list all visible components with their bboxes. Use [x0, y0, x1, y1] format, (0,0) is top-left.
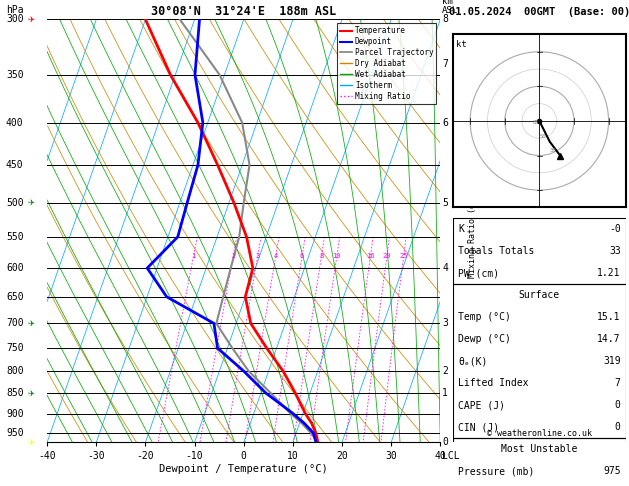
Text: 7: 7 [615, 378, 621, 388]
Text: 1: 1 [442, 388, 448, 398]
Text: 20: 20 [382, 253, 391, 259]
Text: CIN (J): CIN (J) [458, 422, 499, 432]
Text: 300: 300 [6, 15, 24, 24]
Text: 6: 6 [300, 253, 304, 259]
Text: 8: 8 [320, 253, 323, 259]
Text: -0: -0 [609, 224, 621, 234]
Text: 600: 600 [6, 263, 24, 273]
Text: ✈: ✈ [28, 15, 35, 24]
Text: 16: 16 [366, 253, 375, 259]
Text: 85: 85 [533, 121, 539, 125]
Text: 4: 4 [442, 263, 448, 273]
Text: Mixing Ratio (g/kg): Mixing Ratio (g/kg) [468, 183, 477, 278]
Text: 50: 50 [540, 134, 546, 139]
Text: 10: 10 [333, 253, 341, 259]
Text: 950: 950 [6, 428, 24, 438]
Text: 1.21: 1.21 [597, 268, 621, 278]
X-axis label: Dewpoint / Temperature (°C): Dewpoint / Temperature (°C) [159, 464, 328, 474]
Text: 8: 8 [442, 15, 448, 24]
Text: ✈: ✈ [28, 198, 35, 207]
Text: 900: 900 [6, 409, 24, 418]
Text: 7: 7 [442, 59, 448, 69]
Text: 1: 1 [191, 253, 196, 259]
Text: LCL: LCL [442, 451, 460, 461]
Text: 350: 350 [6, 69, 24, 80]
Text: 25: 25 [399, 253, 408, 259]
Text: 6: 6 [442, 118, 448, 128]
Legend: Temperature, Dewpoint, Parcel Trajectory, Dry Adiabat, Wet Adiabat, Isotherm, Mi: Temperature, Dewpoint, Parcel Trajectory… [337, 23, 437, 104]
Text: 3: 3 [255, 253, 260, 259]
Text: 14.7: 14.7 [597, 334, 621, 344]
Text: PW (cm): PW (cm) [458, 268, 499, 278]
Text: θₑ(K): θₑ(K) [458, 356, 487, 366]
Text: km
ASL: km ASL [442, 0, 459, 15]
Text: 650: 650 [6, 292, 24, 302]
Text: 33: 33 [609, 246, 621, 256]
Text: 2: 2 [442, 366, 448, 376]
Text: Dewp (°C): Dewp (°C) [458, 334, 511, 344]
Text: Totals Totals: Totals Totals [458, 246, 535, 256]
Text: K: K [458, 224, 464, 234]
Text: 01.05.2024  00GMT  (Base: 00): 01.05.2024 00GMT (Base: 00) [448, 7, 629, 17]
Text: 5: 5 [442, 198, 448, 208]
Title: 30°08'N  31°24'E  188m ASL: 30°08'N 31°24'E 188m ASL [151, 5, 337, 18]
Text: kt: kt [457, 40, 467, 49]
Text: ✈: ✈ [28, 438, 35, 447]
Text: 450: 450 [6, 160, 24, 170]
Text: Temp (°C): Temp (°C) [458, 312, 511, 322]
Text: hPa: hPa [6, 5, 24, 15]
Text: 550: 550 [6, 232, 24, 242]
Text: 0: 0 [615, 422, 621, 432]
Text: © weatheronline.co.uk: © weatheronline.co.uk [487, 429, 592, 438]
Text: 400: 400 [6, 118, 24, 128]
Text: 0: 0 [442, 437, 448, 447]
Text: 500: 500 [6, 198, 24, 208]
Text: Most Unstable: Most Unstable [501, 444, 577, 454]
Text: 30: 30 [550, 148, 556, 153]
Text: Surface: Surface [519, 290, 560, 300]
Text: 700: 700 [6, 318, 24, 329]
Text: 800: 800 [6, 366, 24, 376]
Text: 4: 4 [274, 253, 278, 259]
Text: 975: 975 [603, 466, 621, 476]
Text: 3: 3 [442, 318, 448, 329]
Text: 750: 750 [6, 343, 24, 353]
Text: Lifted Index: Lifted Index [458, 378, 528, 388]
Text: ✈: ✈ [28, 388, 35, 398]
Text: ✈: ✈ [28, 319, 35, 328]
Text: 0: 0 [615, 400, 621, 410]
Text: 319: 319 [603, 356, 621, 366]
Text: CAPE (J): CAPE (J) [458, 400, 505, 410]
Text: 15.1: 15.1 [597, 312, 621, 322]
Text: Pressure (mb): Pressure (mb) [458, 466, 535, 476]
Text: 850: 850 [6, 388, 24, 398]
Text: 2: 2 [231, 253, 235, 259]
